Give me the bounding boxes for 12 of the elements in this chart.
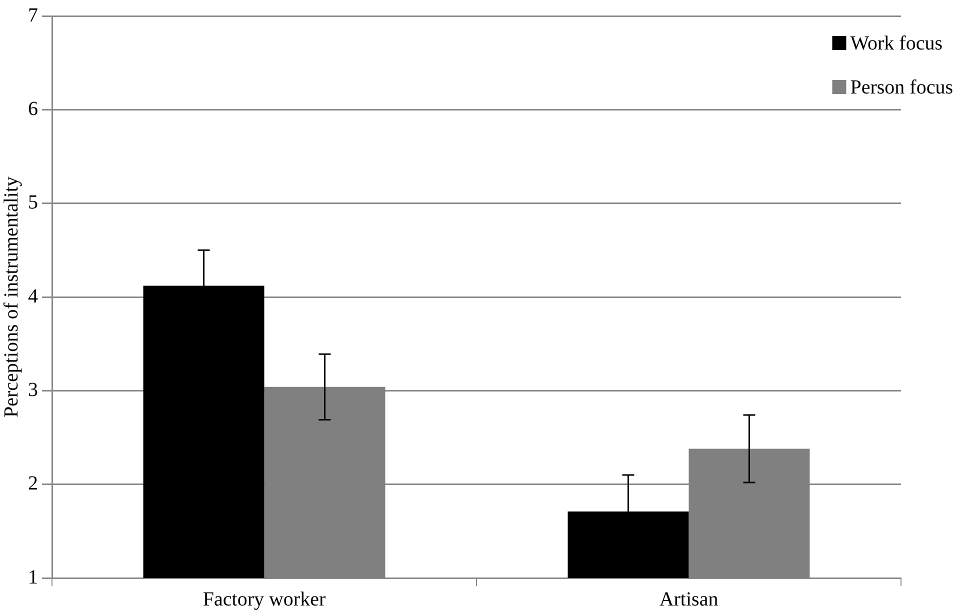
x-tick-label: Factory worker: [202, 588, 326, 610]
legend-label: Person focus: [850, 76, 954, 98]
y-tick-label: 5: [28, 192, 38, 214]
y-tick-label: 1: [28, 566, 38, 588]
x-tick-label: Artisan: [659, 588, 718, 610]
legend-label: Work focus: [850, 32, 943, 54]
y-tick-label: 4: [28, 285, 38, 308]
y-tick-label: 3: [28, 378, 38, 401]
y-tick-label: 7: [28, 4, 38, 26]
y-tick-label: 6: [28, 98, 38, 120]
y-tick-label: 2: [28, 472, 38, 495]
y-axis-title: Perceptions of instrumentality: [0, 176, 22, 418]
